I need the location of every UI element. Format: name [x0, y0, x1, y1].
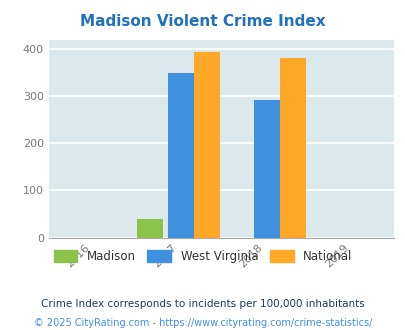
Text: Crime Index corresponds to incidents per 100,000 inhabitants: Crime Index corresponds to incidents per…: [41, 299, 364, 309]
Bar: [254, 100, 279, 238]
Legend: Madison, West Virginia, National: Madison, West Virginia, National: [49, 246, 356, 268]
Text: Madison Violent Crime Index: Madison Violent Crime Index: [80, 14, 325, 29]
Text: © 2025 CityRating.com - https://www.cityrating.com/crime-statistics/: © 2025 CityRating.com - https://www.city…: [34, 318, 371, 328]
Bar: [136, 219, 162, 238]
Bar: [193, 52, 219, 238]
Bar: [279, 58, 305, 238]
Bar: [167, 73, 193, 238]
